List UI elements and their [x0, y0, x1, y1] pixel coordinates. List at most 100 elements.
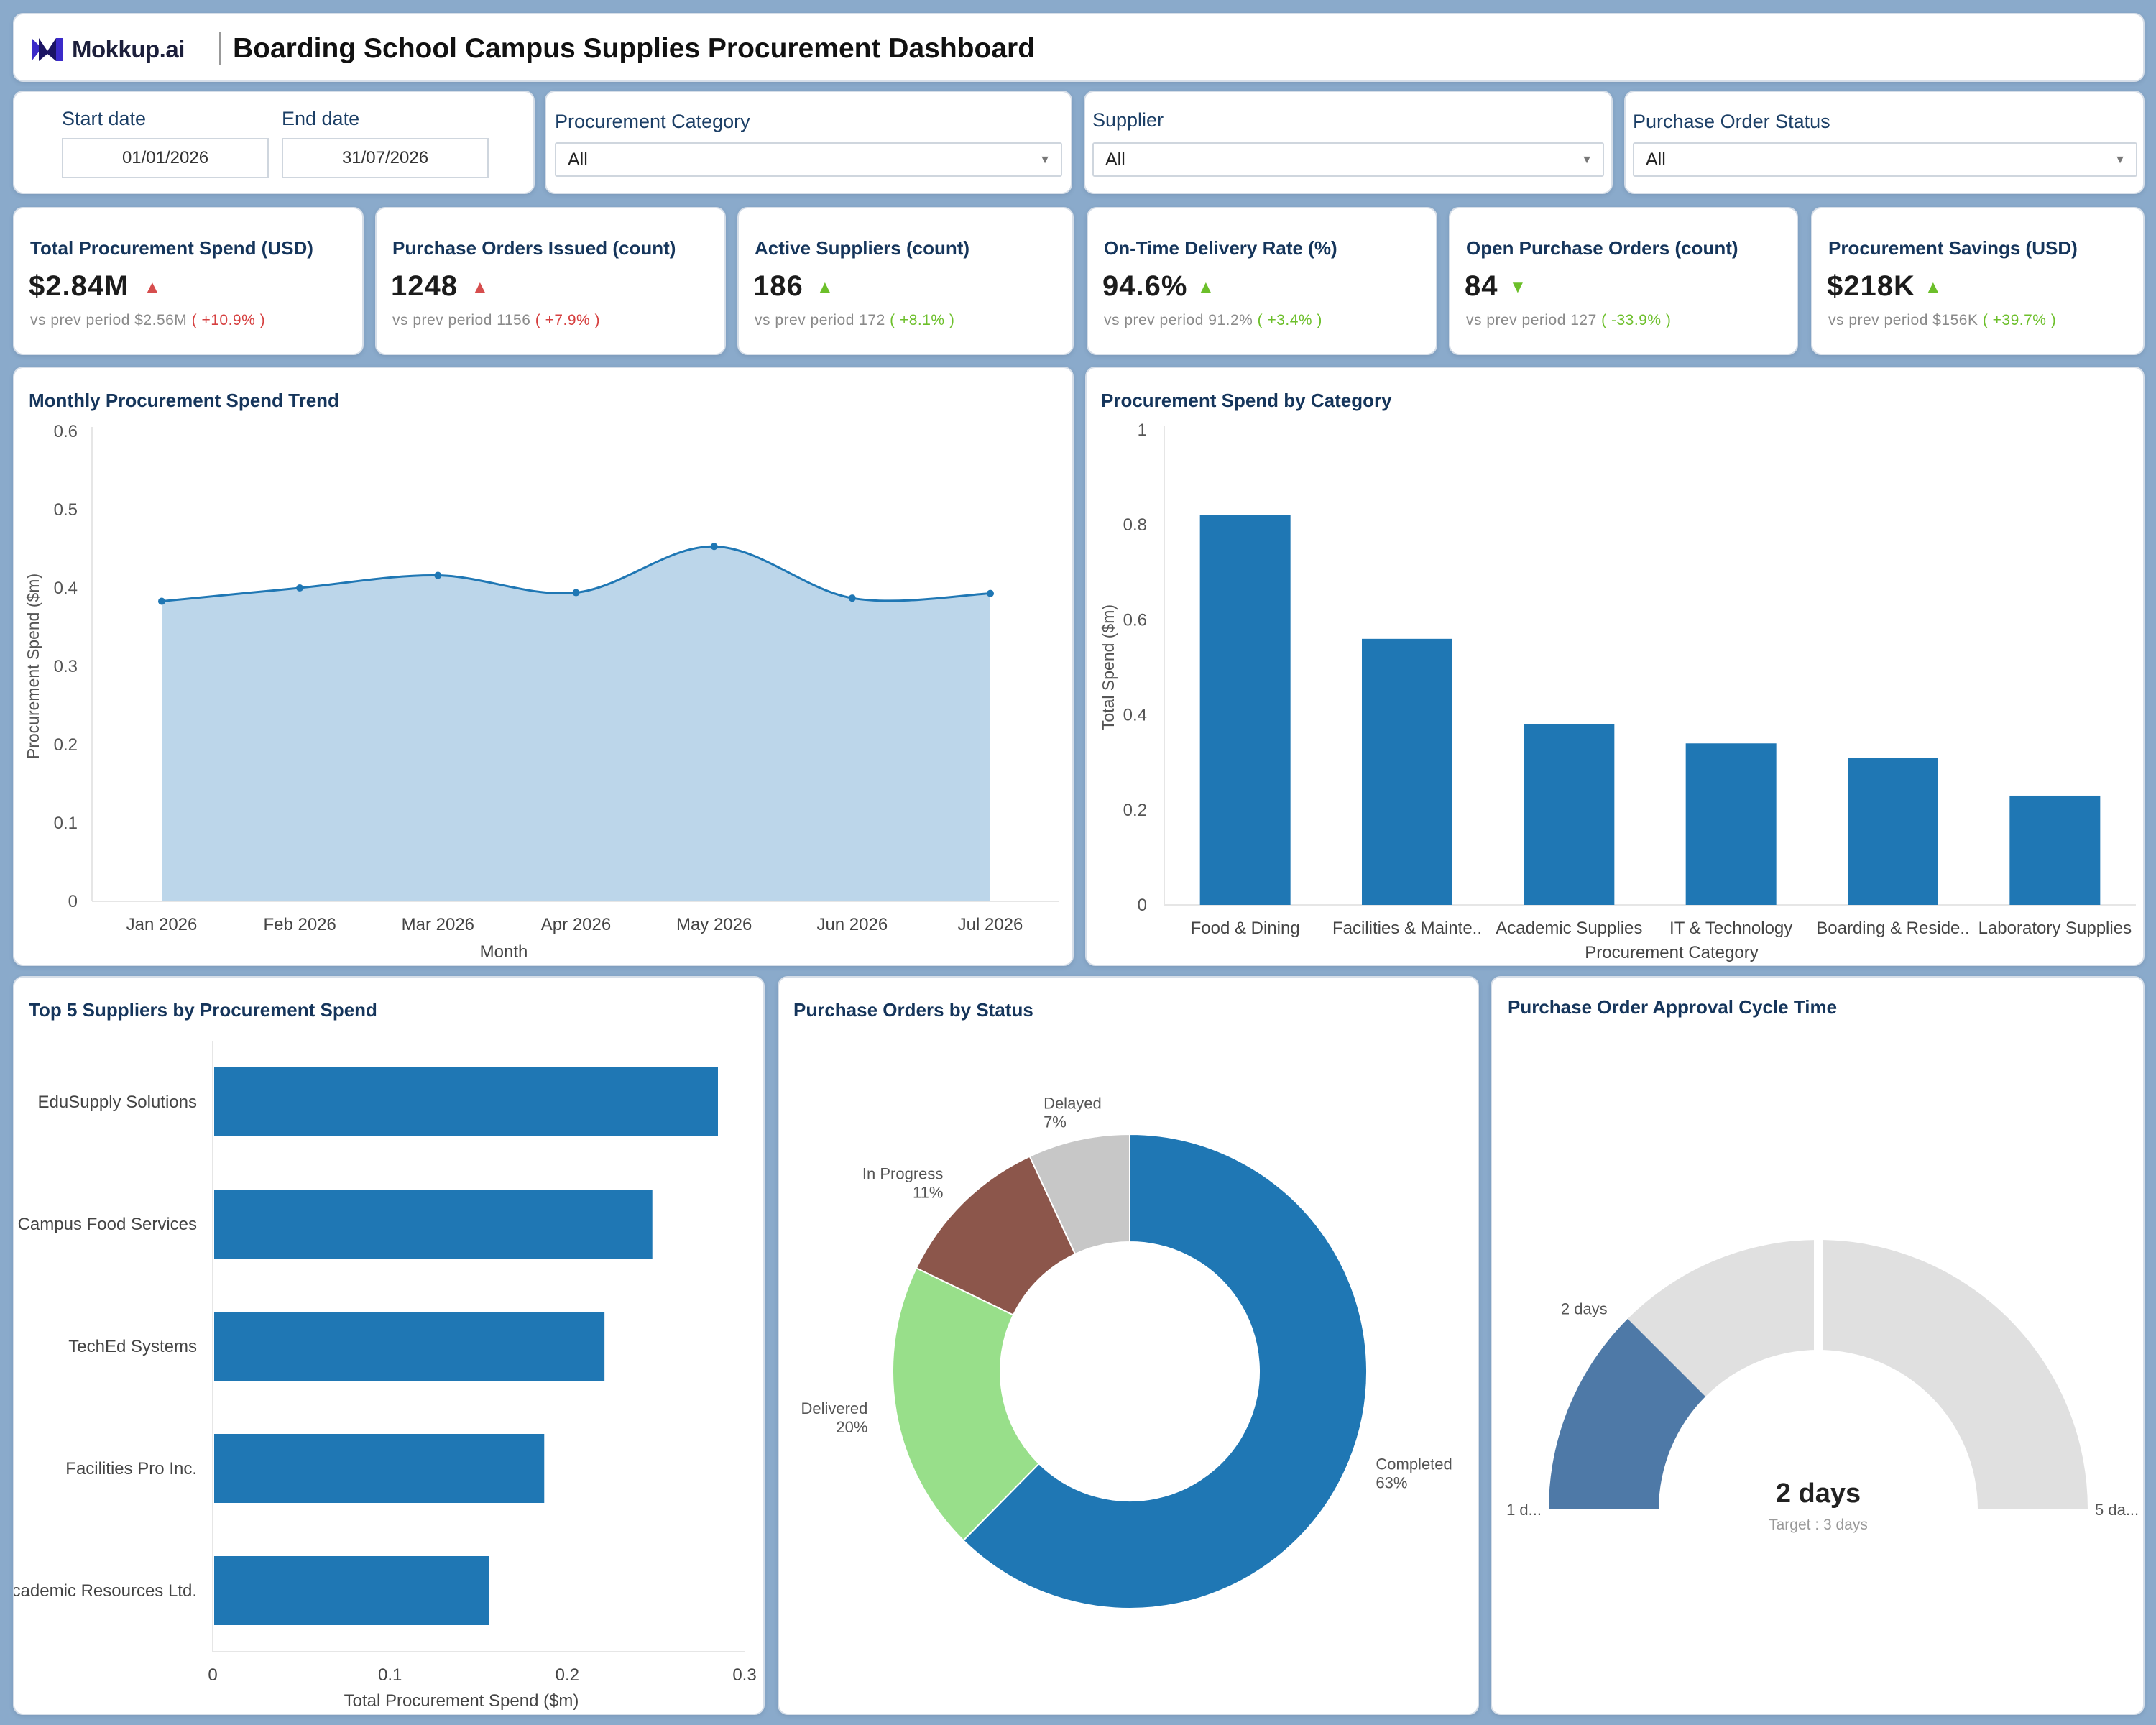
- category-filter-label: Procurement Category: [555, 111, 750, 132]
- kpi-title: On-Time Delivery Rate (%): [1104, 237, 1337, 259]
- start-date-input[interactable]: 01/01/2026: [62, 138, 269, 178]
- y-tick-label: 1: [1138, 420, 1147, 440]
- x-tick-label: 0.3: [732, 1665, 756, 1685]
- y-axis-title: Total Spend ($m): [1099, 604, 1118, 730]
- gauge-min-label: 1 d...: [1506, 1501, 1542, 1519]
- end-date-input[interactable]: 31/07/2026: [282, 138, 489, 178]
- kpi-prev-label: vs prev period: [1466, 312, 1566, 328]
- trend-up-icon: ▲: [1197, 277, 1215, 297]
- x-tick-label: 0.1: [378, 1665, 402, 1685]
- kpi-change: ( +8.1% ): [890, 312, 955, 328]
- chevron-down-icon: ▼: [1581, 154, 1593, 166]
- category-filter-card: Procurement Category All ▼: [545, 91, 1072, 194]
- y-tick-label: Facilities Pro Inc.: [65, 1459, 197, 1478]
- gauge-value-label: 2 days: [1776, 1478, 1861, 1509]
- x-axis-title: Total Procurement Spend ($m): [344, 1691, 579, 1711]
- mokkup-logo-icon: [32, 38, 63, 61]
- kpi-change: ( +10.9% ): [191, 312, 266, 328]
- kpi-value: $2.84M: [29, 270, 129, 302]
- kpi-prev-value: $156K: [1932, 312, 1978, 328]
- trend-up-icon: ▲: [1925, 277, 1942, 297]
- x-tick-label: Academic Supplies: [1496, 919, 1642, 938]
- y-tick-label: 0: [68, 892, 78, 911]
- kpi-prev-value: 91.2%: [1208, 312, 1253, 328]
- kpi-prev-value: 127: [1570, 312, 1597, 328]
- kpi-prev-label: vs prev period: [1104, 312, 1204, 328]
- kpi-prev-value: 1156: [497, 312, 531, 328]
- kpi-comparison: vs prev period 91.2% ( +3.4% ): [1104, 312, 1322, 329]
- kpi-title: Active Suppliers (count): [755, 237, 970, 259]
- bar: [1848, 758, 1938, 905]
- gauge-track: [1549, 1240, 2088, 1509]
- bar: [214, 1434, 545, 1503]
- supplier-select[interactable]: All ▼: [1092, 142, 1604, 177]
- top-suppliers-card: Top 5 Suppliers by Procurement Spend 0 0.…: [13, 976, 765, 1715]
- kpi-title: Open Purchase Orders (count): [1466, 237, 1738, 259]
- y-tick-label: TechEd Systems: [68, 1337, 197, 1356]
- gauge-marker-label: 2 days: [1561, 1300, 1608, 1318]
- y-tick-label: 0.3: [54, 657, 78, 676]
- y-tick-label: 0.4: [54, 579, 78, 598]
- logo-text: Mokkup.ai: [72, 36, 185, 63]
- approval-cycle-gauge: 2 days Target : 3 days 1 d... 5 da... 2 days: [1506, 1237, 2139, 1533]
- y-tick-label: 0.8: [1123, 515, 1147, 535]
- category-select[interactable]: All ▼: [555, 142, 1062, 177]
- kpi-title: Total Procurement Spend (USD): [30, 237, 313, 259]
- y-tick-label: 0.6: [1123, 610, 1147, 630]
- chart-title: Purchase Orders by Status: [793, 999, 1033, 1021]
- status-select[interactable]: All ▼: [1633, 142, 2137, 177]
- kpi-card-total-spend: Total Procurement Spend (USD) $2.84M ▲ v…: [13, 207, 364, 355]
- kpi-prev-label: vs prev period: [755, 312, 854, 328]
- kpi-value: 186: [753, 270, 803, 302]
- spend-by-category-bar-chart: 0 0.2 0.4 0.6 0.8 1 Food & Dining Facilities & …: [1099, 420, 2136, 962]
- slice-label: Delayed: [1044, 1095, 1102, 1113]
- y-axis-title: Procurement Spend ($m): [24, 574, 42, 759]
- chart-title: Purchase Order Approval Cycle Time: [1508, 996, 1838, 1018]
- logo: Mokkup.ai: [30, 33, 185, 66]
- x-tick-label: Feb 2026: [263, 915, 336, 934]
- data-point: [710, 543, 718, 551]
- slice-percent-label: 63%: [1376, 1473, 1407, 1491]
- monthly-spend-area-chart: 0 0.1 0.2 0.3 0.4 0.5 0.6 Jan 2026 Feb 2026 Mar 2…: [24, 422, 1059, 962]
- slice-percent-label: 7%: [1044, 1113, 1067, 1131]
- kpi-card-open-pos: Open Purchase Orders (count) 84 ▼ vs pre…: [1449, 207, 1798, 355]
- spend-by-category-card: Procurement Spend by Category 0 0.2 0.4 0.6…: [1085, 367, 2145, 966]
- x-tick-label: 0: [208, 1665, 217, 1685]
- kpi-card-active-suppliers: Active Suppliers (count) 186 ▲ vs prev p…: [737, 207, 1074, 355]
- trend-down-icon: ▼: [1509, 277, 1526, 297]
- bar: [1362, 638, 1452, 905]
- slice-label: Completed: [1376, 1455, 1452, 1473]
- data-point: [848, 594, 856, 602]
- x-axis-title: Procurement Category: [1585, 943, 1758, 962]
- kpi-prev-label: vs prev period: [392, 312, 492, 328]
- kpi-value: 1248: [391, 270, 458, 302]
- y-tick-label: EduSupply Solutions: [38, 1092, 197, 1112]
- bar: [1524, 724, 1615, 905]
- y-tick-label: 0.2: [1123, 801, 1147, 820]
- x-tick-label: Laboratory Supplies: [1978, 919, 2132, 938]
- kpi-change: ( +7.9% ): [535, 312, 601, 328]
- gauge-max-label: 5 da...: [2095, 1501, 2139, 1519]
- start-date-label: Start date: [62, 108, 147, 129]
- kpi-prev-value: 172: [859, 312, 885, 328]
- kpi-value: 94.6%: [1102, 270, 1188, 302]
- x-tick-label: Facilities & Mainte..: [1332, 919, 1482, 938]
- data-point: [158, 597, 165, 605]
- gauge-fill: [1549, 1318, 1706, 1509]
- chevron-down-icon: ▼: [1039, 154, 1051, 166]
- chart-title: Top 5 Suppliers by Procurement Spend: [29, 999, 377, 1021]
- slice-label: In Progress: [862, 1164, 944, 1182]
- x-tick-label: Jan 2026: [126, 915, 198, 934]
- kpi-comparison: vs prev period $2.56M ( +10.9% ): [30, 312, 265, 329]
- y-tick-label: 0.5: [54, 500, 78, 520]
- y-tick-label: 0.6: [54, 422, 78, 441]
- x-tick-label: Jul 2026: [958, 915, 1023, 934]
- y-tick-label: 0.2: [54, 735, 78, 755]
- status-filter-card: Purchase Order Status All ▼: [1624, 91, 2145, 194]
- y-tick-label: 0: [1138, 896, 1147, 915]
- status-select-value: All: [1646, 149, 1666, 170]
- chart-title: Procurement Spend by Category: [1101, 390, 1392, 411]
- supplier-filter-card: Supplier All ▼: [1084, 91, 1613, 194]
- donut-slice: [962, 1133, 1368, 1609]
- chevron-down-icon: ▼: [2114, 154, 2126, 166]
